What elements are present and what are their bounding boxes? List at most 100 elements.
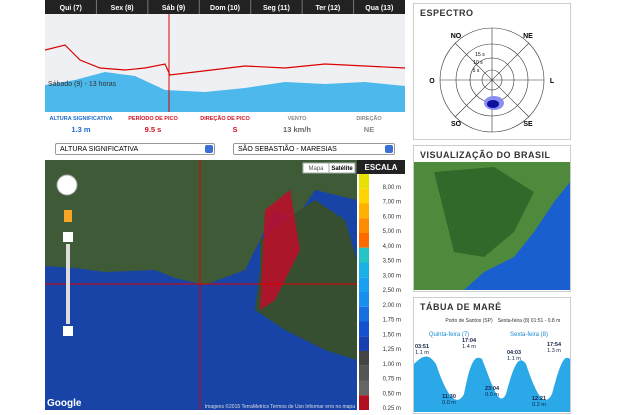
pan-control[interactable] <box>56 174 78 196</box>
scale-label: 2,00 m <box>383 303 401 309</box>
variable-select[interactable]: ALTURA SIGNIFICATIVA <box>55 143 215 155</box>
scale-swatch <box>359 218 369 233</box>
scale-swatch <box>359 277 369 292</box>
tide-day: Quinta-feira (7) <box>429 332 469 338</box>
spectrum-plot: NO NE O L SO SE 15 s 10 s 5 s <box>429 27 555 133</box>
tide-height: 1.1 m <box>415 350 429 356</box>
scale-label: 3,00 m <box>383 273 401 279</box>
direction-label: SO <box>451 121 462 128</box>
stat-value: 9.5 s <box>145 125 162 134</box>
direction-label: NE <box>523 33 533 40</box>
tide-day: Sexta-feira (8) <box>510 332 548 338</box>
scale-title: ESCALA <box>365 163 398 172</box>
scale-label: 2,50 m <box>383 288 401 294</box>
day-label: Qua (13) <box>365 5 393 12</box>
timeline-label: Sábado (9) - 13 horas <box>48 81 117 88</box>
tide-height: 1.4 m <box>462 344 476 350</box>
tide-time: 17:54 <box>547 342 562 348</box>
scale-swatch <box>359 336 369 351</box>
scale-label: 1,50 m <box>383 332 401 338</box>
google-logo: Google <box>47 398 82 409</box>
stat-value: S <box>232 125 237 134</box>
day-label: Seg (11) <box>263 5 290 12</box>
scale-swatch <box>359 174 369 189</box>
zoom-in[interactable] <box>63 232 73 242</box>
scale-swatch <box>359 306 369 322</box>
scale-label: 6,00 m <box>383 214 401 220</box>
day-label: Sáb (9) <box>162 5 185 12</box>
scale-swatch <box>359 380 369 396</box>
tide-time: 03:51 <box>415 344 429 350</box>
scale-swatch <box>359 188 369 204</box>
scale-swatch <box>359 351 369 366</box>
zoom-slider[interactable] <box>66 244 70 324</box>
stat-label: VENTO <box>288 116 308 122</box>
attribution: Imagens ©2015 TerraMetrics Termos de Uso… <box>205 403 355 410</box>
direction-label: NO <box>451 33 462 40</box>
tide-title: TÁBUA DE MARÉ <box>420 302 502 312</box>
scale-label: 8,00 m <box>383 185 401 191</box>
brasil-panel: VISUALIZAÇÃO DO BRASIL <box>413 145 571 292</box>
street-view[interactable] <box>64 210 72 222</box>
location-select[interactable]: SÃO SEBASTIÃO - MARESIAS <box>233 143 395 155</box>
stat-label: DIREÇÃO <box>356 115 382 122</box>
ring-label: 10 s <box>473 60 483 66</box>
satellite-button-label[interactable]: Satélite <box>331 166 353 172</box>
tide-height: 1.1 m <box>507 356 521 362</box>
tide-height: 1.3 m <box>547 348 561 354</box>
tide-time: 17:04 <box>462 338 477 344</box>
tide-time: 12:21 <box>532 396 546 402</box>
scale-swatch <box>359 395 369 410</box>
stat-label: PERÍODO DE PICO <box>128 114 178 122</box>
scale-label: 3,50 m <box>383 259 401 265</box>
tide-chart: Porto de Santos (SP) Sexta-feira (8) 01:… <box>414 318 570 412</box>
tide-current: Sexta-feira (8) 01:51 - 0.8 m <box>498 318 561 324</box>
zoom-out[interactable] <box>63 326 73 336</box>
map-button-label[interactable]: Mapa <box>308 166 324 172</box>
ring-label: 15 s <box>475 52 485 58</box>
stat-value: NE <box>364 125 374 134</box>
ring-label: 5 s <box>473 68 480 74</box>
map: Mapa Satélite Google Imagens ©2015 Terra… <box>45 160 405 410</box>
scale-label: 1,25 m <box>383 347 401 353</box>
brasil-map <box>414 162 570 290</box>
spectrum-title: ESPECTRO <box>420 8 474 18</box>
direction-label: L <box>550 78 555 85</box>
tide-time: 11:30 <box>442 394 456 400</box>
scale-swatch <box>359 292 369 307</box>
scale-swatch <box>359 365 369 381</box>
tide-port: Porto de Santos (SP) <box>445 318 493 324</box>
timeline: Qui (7) Sex (8) Sáb (9) Dom (10) Seg (11) Ter… <box>45 0 405 134</box>
day-label: Ter (12) <box>315 5 340 12</box>
scale-swatch <box>359 262 369 278</box>
scale-label: 1,00 m <box>383 362 401 368</box>
scale-label: 4,00 m <box>383 244 401 250</box>
stat-label: DIREÇÃO DE PICO <box>200 115 250 122</box>
stat-value: 13 km/h <box>283 125 311 134</box>
scale-label: 0,50 m <box>383 391 401 397</box>
tide-time: 23:04 <box>485 386 500 392</box>
direction-label: SE <box>523 121 533 128</box>
tide-height: 0.2 m <box>532 402 546 408</box>
tide-time: 04:03 <box>507 350 521 356</box>
day-label: Qui (7) <box>60 5 82 12</box>
tide-height: 0.0 m <box>442 400 456 406</box>
scale-swatch <box>359 203 369 219</box>
day-label: Sex (8) <box>111 5 134 12</box>
brasil-title: VISUALIZAÇÃO DO BRASIL <box>420 150 551 160</box>
scale-label: 1,75 m <box>383 318 401 324</box>
direction-label: O <box>429 78 435 85</box>
satellite-button[interactable] <box>328 162 356 174</box>
scale-label: 0,75 m <box>383 377 401 383</box>
scale-label: 7,00 m <box>383 200 401 206</box>
tide-height: 0.0 m <box>485 392 499 398</box>
scale-label: 0,25 m <box>383 406 401 410</box>
scale-swatch <box>359 233 369 248</box>
scale-swatch <box>359 321 369 337</box>
tide-panel: TÁBUA DE MARÉ Porto de Santos (SP) Sexta… <box>413 297 571 414</box>
spectrum-panel: ESPECTRO NO NE O L SO SE 15 s 10 s 5 s <box>413 3 571 140</box>
scale-swatch <box>359 247 369 263</box>
stat-label: ALTURA SIGNIFICATIVA <box>49 116 112 122</box>
scale-label: 5,00 m <box>383 229 401 235</box>
